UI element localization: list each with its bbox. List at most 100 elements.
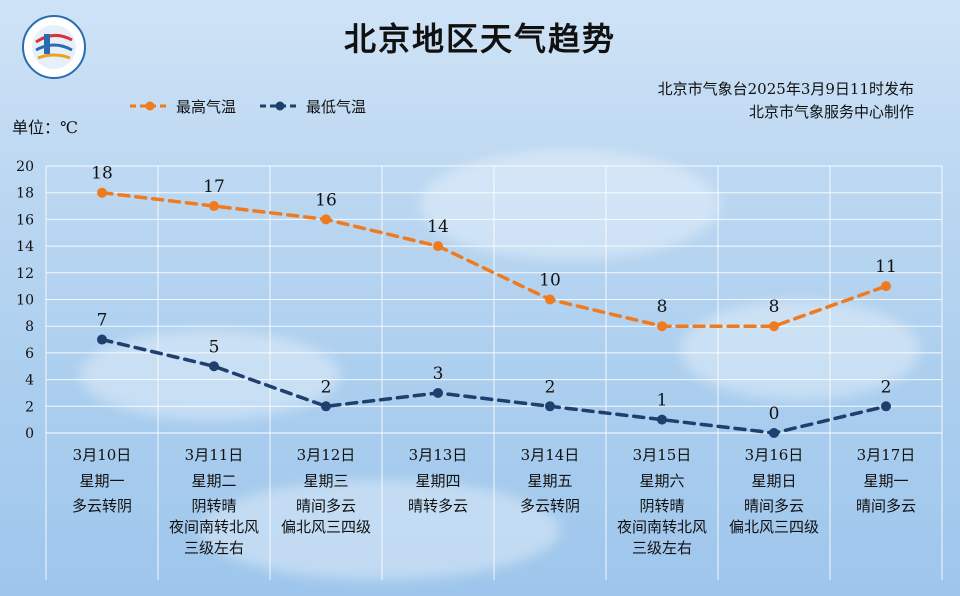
day-column-label: 3月14日星期五多云转阴	[494, 445, 606, 517]
x-tick-label: 3月17日	[856, 446, 916, 464]
data-label-high: 10	[539, 271, 561, 291]
weather-condition-label: 晴转多云	[382, 496, 494, 517]
weather-condition-line: 偏北风三四级	[728, 518, 819, 536]
meteorological-service-logo	[22, 15, 86, 79]
data-point-high	[433, 241, 443, 252]
weather-condition-line: 晴间多云	[295, 497, 356, 515]
day-column-label: 3月11日星期二阴转晴夜间南转北风 三级左右	[158, 445, 270, 559]
x-tick-label: 3月10日	[72, 446, 132, 464]
data-point-high	[657, 321, 667, 332]
y-tick-label: 10	[16, 293, 34, 309]
data-point-high	[321, 214, 331, 225]
data-label-high: 16	[315, 190, 337, 210]
weather-condition-line: 多云转阴	[71, 497, 132, 515]
weather-condition-line: 三级左右	[183, 539, 244, 557]
x-tick-label: 3月15日	[632, 446, 692, 464]
data-label-low: 2	[545, 377, 556, 397]
weekday-label: 星期六	[639, 472, 685, 490]
chart-title: 北京地区天气趋势	[343, 20, 616, 58]
x-tick-label: 3月16日	[744, 446, 804, 464]
data-label-high: 8	[769, 297, 780, 317]
x-tick-label: 3月11日	[184, 446, 244, 464]
data-label-high: 17	[203, 177, 225, 197]
data-point-low	[97, 334, 107, 345]
y-tick-label: 6	[25, 346, 34, 362]
weekday-label: 星期一	[79, 472, 125, 490]
y-tick-label: 0	[25, 426, 34, 442]
data-label-high: 18	[91, 164, 113, 184]
data-point-high	[209, 201, 219, 212]
weather-condition-line: 夜间南转北风	[616, 518, 707, 536]
data-point-low	[769, 428, 779, 438]
data-point-high	[545, 294, 555, 305]
data-label-low: 2	[881, 377, 892, 397]
weather-condition-line: 三级左右	[631, 539, 692, 557]
legend-label-low: 最低气温	[306, 97, 367, 116]
weather-condition-label: 晴间多云 偏北风三四级	[718, 496, 830, 538]
series-line-high	[100, 190, 888, 328]
data-label-low: 5	[209, 337, 220, 357]
y-tick-label: 16	[16, 212, 34, 228]
weekday-label: 星期日	[751, 472, 797, 490]
day-column-label: 3月13日星期四晴转多云	[382, 445, 494, 517]
weather-condition-line: 晴间多云	[855, 497, 916, 515]
day-column-label: 3月16日星期日晴间多云 偏北风三四级	[718, 445, 830, 538]
x-tick-label: 3月14日	[520, 446, 580, 464]
legend-high-marker-icon	[130, 101, 170, 111]
data-point-low	[321, 401, 331, 412]
day-column-label: 3月10日星期一多云转阴	[46, 445, 158, 517]
weather-condition-label: 多云转阴	[46, 496, 158, 517]
data-label-low: 0	[769, 404, 780, 424]
legend: 最高气温 最低气温	[128, 96, 388, 116]
weather-condition-label: 阴转晴夜间南转北风 三级左右	[158, 496, 270, 559]
weather-condition-line: 多云转阴	[519, 497, 580, 515]
data-label-high: 11	[875, 257, 897, 277]
x-tick-label: 3月12日	[296, 446, 356, 464]
y-tick-label: 2	[25, 399, 34, 415]
weather-condition-label: 多云转阴	[494, 496, 606, 517]
y-tick-label: 18	[16, 186, 34, 202]
weather-condition-label: 阴转晴夜间南转北风 三级左右	[606, 496, 718, 559]
weekday-label: 星期一	[863, 472, 909, 490]
weather-condition-line: 阴转晴	[639, 497, 685, 515]
y-tick-label: 14	[16, 239, 34, 255]
y-tick-label: 4	[25, 373, 34, 389]
unit-label: 单位：℃	[12, 118, 78, 137]
data-label-low: 7	[97, 311, 108, 331]
x-tick-label: 3月13日	[408, 446, 468, 464]
legend-label-high: 最高气温	[176, 97, 237, 116]
data-point-high	[769, 321, 779, 332]
y-tick-label: 12	[16, 266, 34, 282]
day-column-label: 3月12日 星期三 晴间多云 偏北风三四级	[270, 445, 382, 538]
weekday-label: 星期五	[527, 472, 573, 490]
weather-condition-line: 偏北风三四级	[280, 518, 371, 536]
legend-low-marker-icon	[260, 101, 301, 111]
weekday-label: 星期二	[191, 472, 237, 490]
data-point-low	[209, 361, 219, 372]
data-point-low	[545, 401, 555, 412]
series-line-low	[100, 337, 888, 435]
producer-line: 北京市气象服务中心制作	[748, 103, 914, 121]
weather-condition-line: 阴转晴	[191, 497, 237, 515]
data-point-low	[881, 401, 891, 412]
weather-condition-line: 夜间南转北风	[168, 518, 259, 536]
data-label-high: 14	[427, 217, 449, 237]
data-label-low: 2	[321, 377, 332, 397]
data-point-low	[433, 387, 443, 398]
y-tick-label: 20	[16, 159, 34, 175]
data-label-low: 3	[433, 364, 444, 384]
data-point-high	[97, 187, 107, 198]
day-column-label: 3月15日星期六阴转晴夜间南转北风 三级左右	[606, 445, 718, 559]
legend-item-high: 最高气温	[128, 96, 236, 117]
data-label-high: 8	[657, 297, 668, 317]
data-label-low: 1	[657, 391, 668, 411]
weather-condition-label: 晴间多云偏北风三四级	[270, 496, 382, 538]
y-tick-label: 8	[25, 319, 34, 335]
legend-item-low: 最低气温	[258, 96, 366, 117]
publisher-line: 北京市气象台2025年3月9日11时发布	[657, 80, 914, 98]
day-column-label: 3月17日星期一晴间多云	[830, 445, 942, 517]
weather-condition-line: 晴转多云	[407, 497, 468, 515]
data-point-low	[657, 414, 667, 425]
weekday-label: 星期四	[415, 472, 461, 490]
